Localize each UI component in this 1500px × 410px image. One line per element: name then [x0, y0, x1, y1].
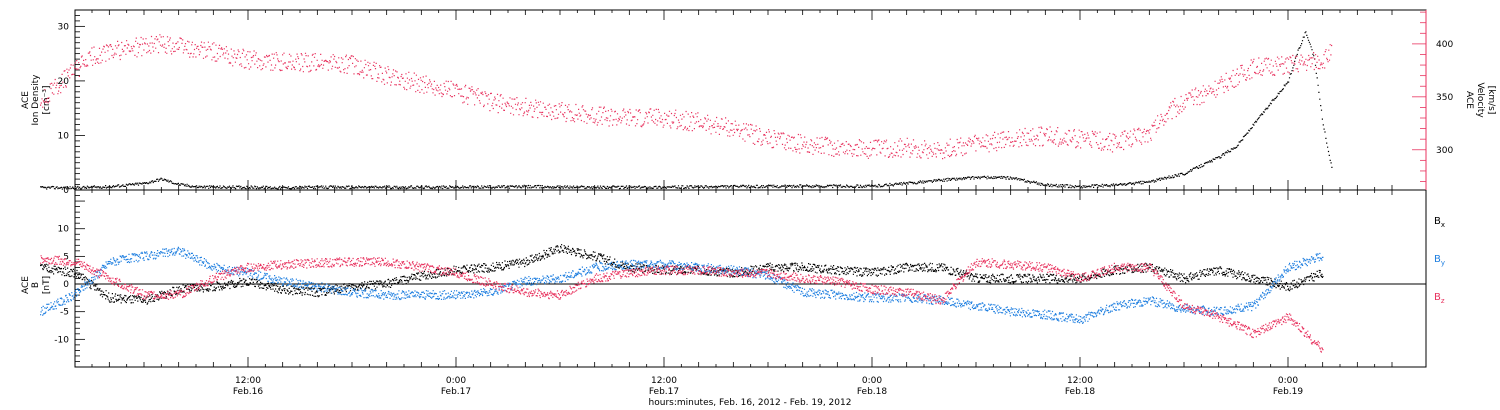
y-tick-label: 10 [58, 225, 70, 235]
legend-bz: Bz [1434, 292, 1445, 305]
legend-by-label: B [1434, 254, 1441, 265]
x-tick-label-1: 12:00 [235, 376, 261, 386]
top-ylabel-line1: ACE [21, 91, 31, 109]
x-tick-label-6: 0:00 [1278, 376, 1298, 386]
y-tick-label: 0 [63, 186, 69, 196]
y2-tick-label: 350 [1436, 93, 1453, 103]
top-ylabel-line3: [cm⁻³] [42, 85, 52, 114]
velocity-series [40, 34, 1333, 160]
bottom-ylabel-line3: [nT] [42, 276, 52, 294]
x-tick-date-1: Feb.16 [233, 387, 264, 397]
bz-series [40, 255, 1324, 353]
legend-by-sub: y [1441, 259, 1445, 267]
x-tick-date-6: Feb.19 [1273, 387, 1304, 397]
chart-marks: 0 10 20 30 300 350 400 -10 -5 0 5 10 [40, 9, 1453, 368]
x-tick-date-4: Feb.18 [857, 387, 888, 397]
top-panel-frame [74, 9, 1427, 191]
y2-tick-label: 300 [1436, 146, 1453, 156]
y-tick-label: 10 [58, 131, 70, 141]
legend-bx: Bx [1434, 216, 1445, 229]
legend-by: By [1434, 254, 1445, 267]
legend-bx-sub: x [1441, 221, 1445, 229]
legend-bz-label: B [1434, 292, 1441, 303]
bottom-ylabel-line2: B [31, 282, 41, 288]
density-series [40, 31, 1333, 190]
y-tick-label: 20 [58, 77, 70, 87]
x-tick-date-2: Feb.17 [441, 387, 471, 397]
x-axis-title: hours:minutes, Feb. 16, 2012 - Feb. 19, … [649, 398, 852, 408]
legend-bx-label: B [1434, 216, 1441, 227]
x-tick-date-3: Feb.17 [649, 387, 679, 397]
bottom-panel-frame [74, 189, 1427, 368]
y-tick-label: -5 [60, 308, 69, 318]
y-tick-label: 5 [63, 252, 69, 262]
by-series [40, 246, 1324, 324]
y2-tick-label: 400 [1436, 40, 1453, 50]
bottom-ylabel-line1: ACE [21, 276, 31, 294]
legend-bz-sub: z [1441, 297, 1445, 305]
x-tick-label-4: 0:00 [862, 376, 882, 386]
top-ylabel-line2: Ion Density [31, 74, 41, 126]
y-tick-label: 0 [63, 280, 69, 290]
x-tick-label-2: 0:00 [446, 376, 466, 386]
top-y2label-line2: Velocity [1475, 82, 1485, 118]
y-tick-label: -10 [54, 335, 69, 345]
x-tick-label-5: 12:00 [1067, 376, 1093, 386]
top-y2label-line1: ACE [1464, 91, 1474, 109]
top-y2label-line3: [km/s] [1486, 86, 1496, 115]
y-tick-label: 30 [58, 22, 70, 32]
x-tick-date-5: Feb.18 [1065, 387, 1096, 397]
x-tick-label-3: 12:00 [651, 376, 677, 386]
